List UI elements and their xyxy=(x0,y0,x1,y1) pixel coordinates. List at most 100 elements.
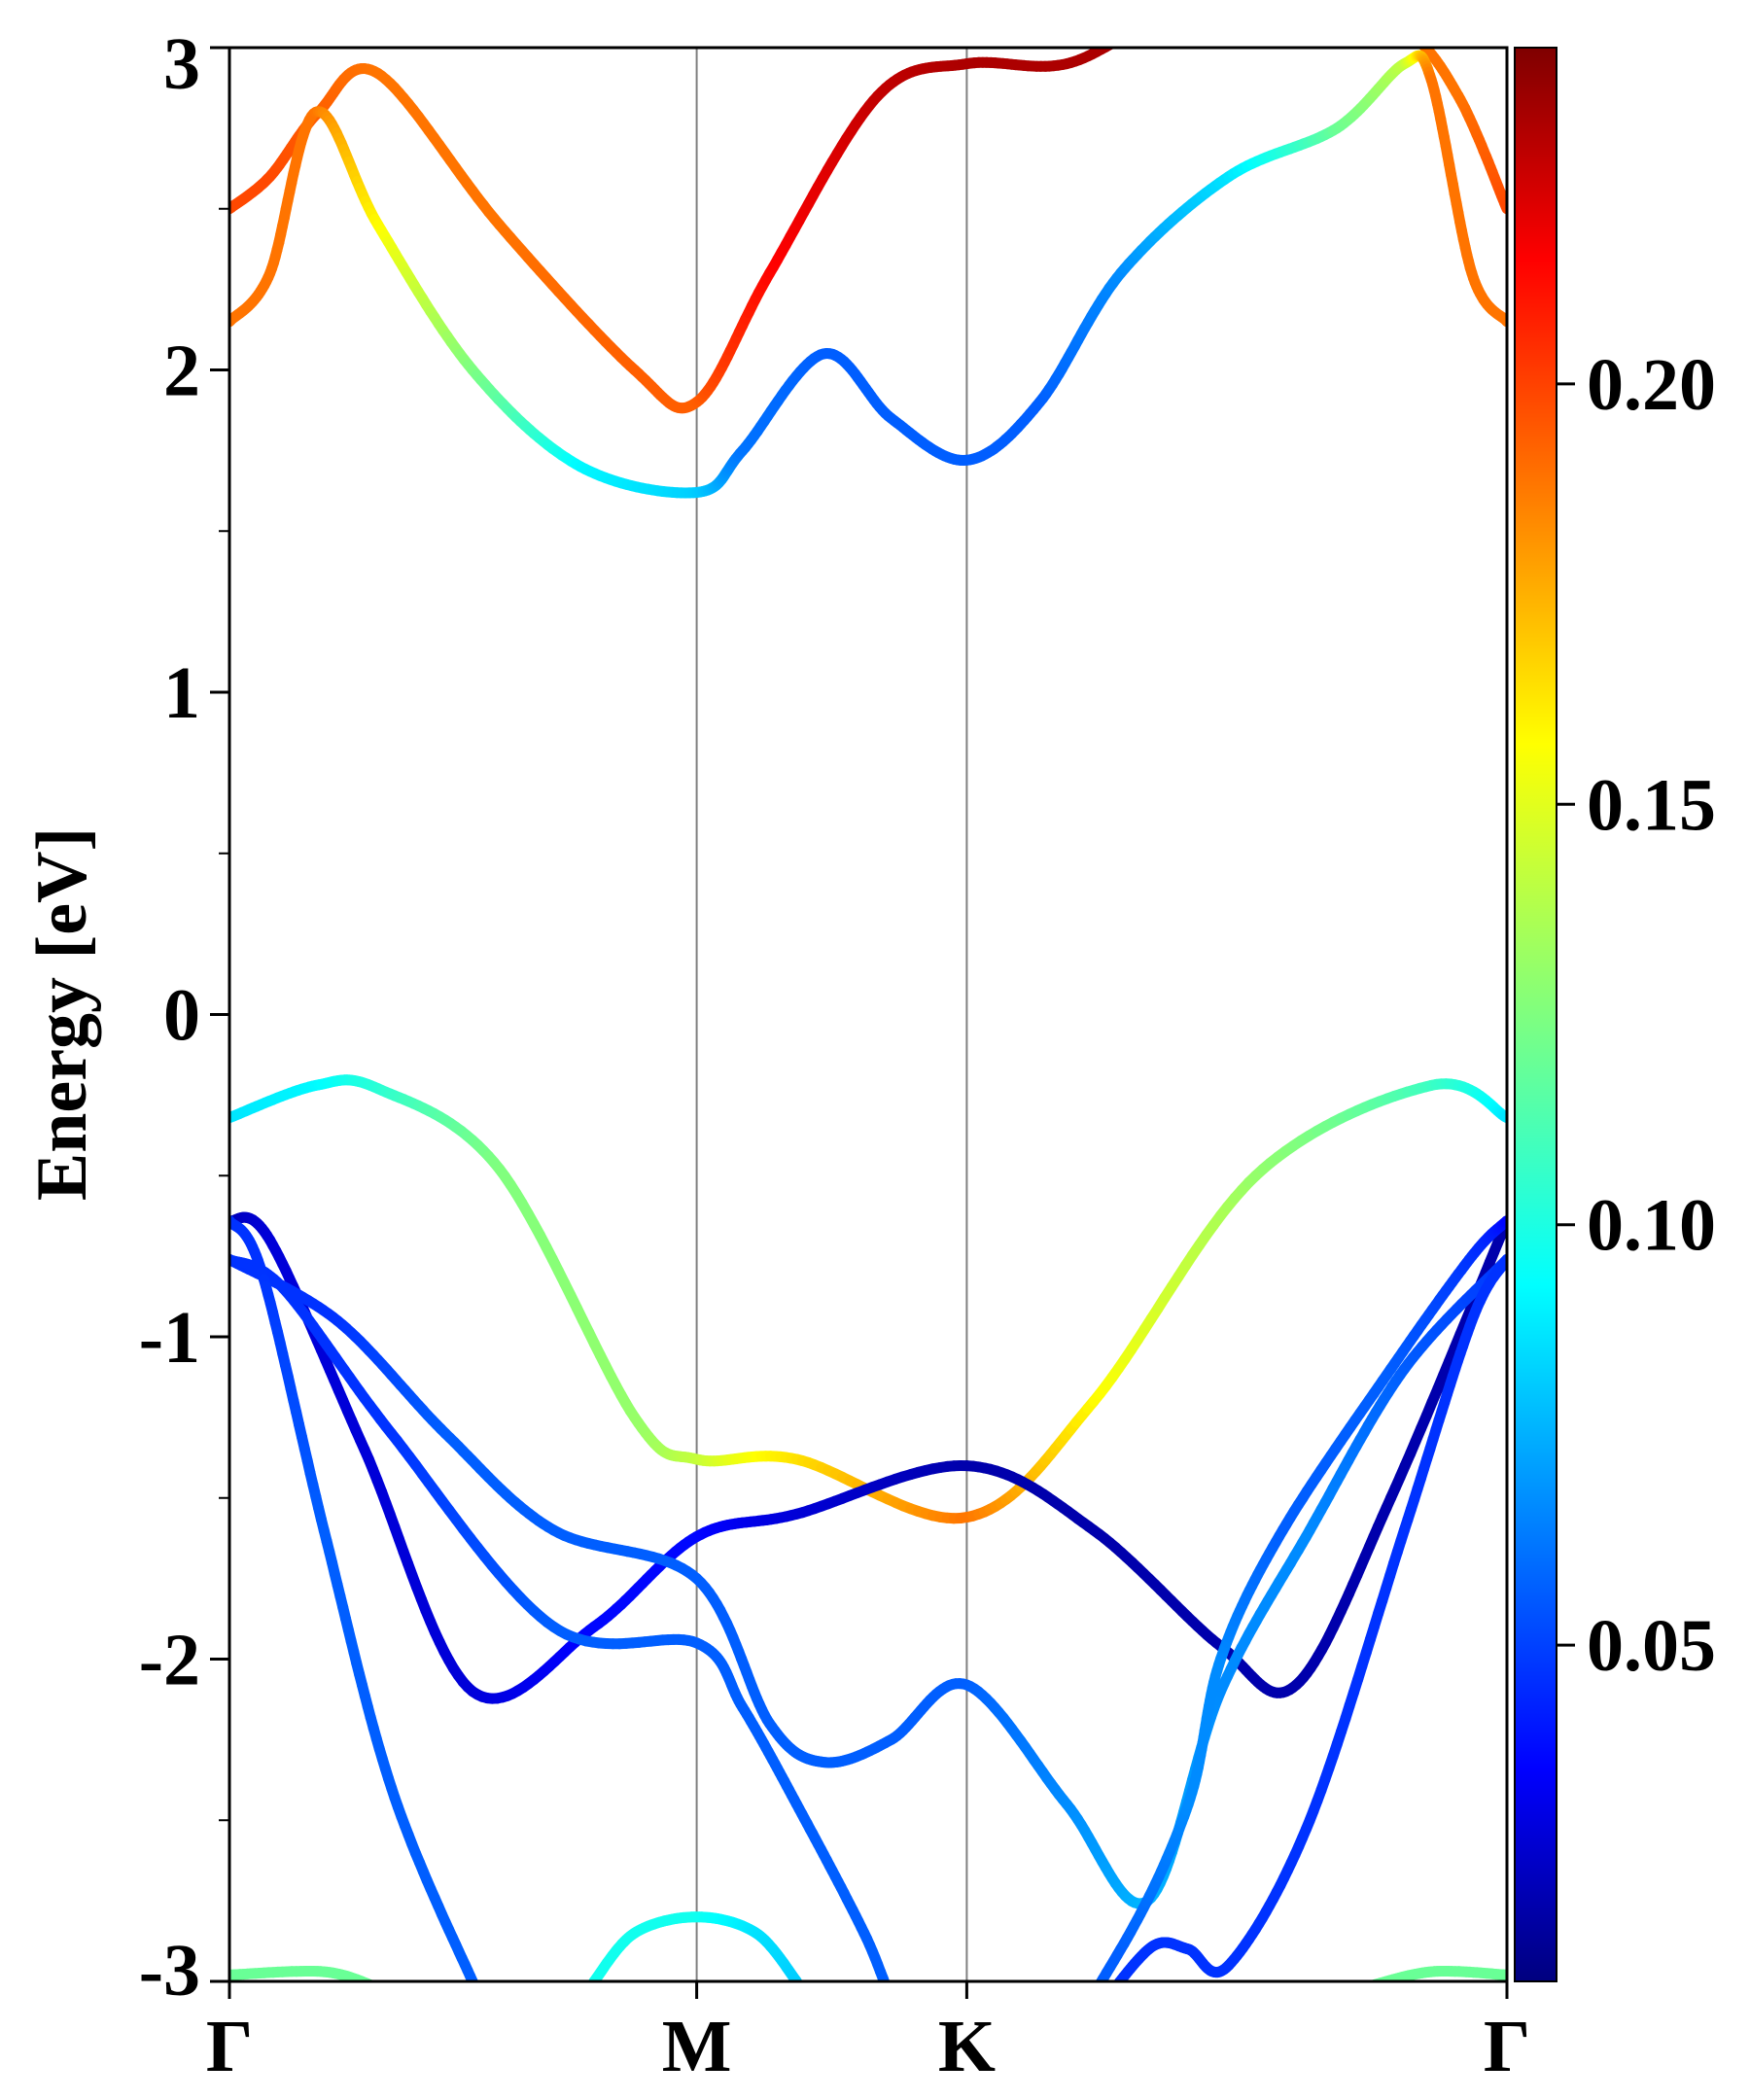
band-segment xyxy=(928,2075,931,2078)
band-segment xyxy=(922,2067,925,2071)
band-segment xyxy=(1384,23,1388,24)
band-segment xyxy=(954,2091,958,2092)
band-segment xyxy=(882,1979,890,1981)
band-segment xyxy=(916,2057,919,2062)
band-segment xyxy=(1391,26,1395,27)
band-segment xyxy=(484,2005,486,2008)
band-segment xyxy=(494,2021,495,2022)
band-segment xyxy=(1180,14,1185,15)
band-segment xyxy=(476,1991,478,1995)
band-line xyxy=(229,1215,1507,2095)
band-segment xyxy=(1358,19,1362,20)
band-segment xyxy=(1155,19,1160,21)
band-segment xyxy=(1051,2050,1055,2055)
band-segment xyxy=(965,2094,969,2095)
band-segment xyxy=(907,2040,910,2046)
band-segment xyxy=(1185,13,1191,14)
band-segment xyxy=(495,2022,496,2023)
band-segment xyxy=(499,2029,500,2030)
band-segment xyxy=(1165,17,1170,18)
y-tick-label: -3 xyxy=(139,1930,200,2012)
band-segment xyxy=(1071,2023,1075,2029)
band-segment xyxy=(1367,1980,1371,1981)
band-segment xyxy=(1141,25,1146,27)
band-segment xyxy=(1002,2089,1006,2091)
bands-group xyxy=(229,12,1507,2095)
band-segment xyxy=(1373,1978,1386,1981)
band-segment xyxy=(1418,48,1424,49)
band-segment xyxy=(1145,23,1150,25)
colorbar-tick-label: 0.05 xyxy=(1587,1605,1716,1687)
band-segment xyxy=(1160,18,1165,19)
band-segment xyxy=(1413,37,1416,39)
band-segment xyxy=(1022,2078,1026,2081)
band-segment xyxy=(1128,32,1133,35)
band-segment xyxy=(1108,1995,1109,1997)
band-segment xyxy=(919,2062,922,2067)
band-segment xyxy=(480,1999,482,2003)
band-segment xyxy=(488,2012,489,2014)
x-tick-label: Γ xyxy=(1484,2006,1530,2087)
band-segment xyxy=(1075,2016,1079,2022)
band-segment xyxy=(489,2014,490,2016)
band-segment xyxy=(1374,21,1378,22)
colorbar-tick-label: 0.20 xyxy=(1587,344,1716,426)
band-segment xyxy=(1418,48,1428,52)
band-segment xyxy=(1046,2055,1050,2060)
band-segment xyxy=(1063,2034,1067,2040)
band-segment xyxy=(1150,21,1155,23)
band-segment xyxy=(913,2051,916,2057)
band-segment xyxy=(1196,12,1202,13)
band-segment xyxy=(896,2013,899,2020)
band-segment xyxy=(1034,2068,1038,2072)
band-segment xyxy=(1096,1979,1102,1981)
band-segment xyxy=(994,2092,998,2093)
band-line xyxy=(1367,1966,1507,1981)
band-segment xyxy=(1404,31,1407,33)
y-tick-label: 3 xyxy=(163,23,200,105)
band-segment xyxy=(490,2016,491,2018)
band-segment xyxy=(1112,1989,1114,1991)
band-segment xyxy=(365,1978,375,1981)
band-segment xyxy=(1087,1998,1091,2004)
band-segment xyxy=(1362,19,1366,20)
band-segment xyxy=(372,1980,376,1981)
band-line xyxy=(229,1211,1507,1704)
band-segment xyxy=(926,2071,928,2075)
band-segment xyxy=(901,2027,904,2034)
band-line xyxy=(229,1215,500,2030)
y-tick-label: 1 xyxy=(163,652,200,734)
band-line xyxy=(1108,1253,1507,1997)
band-segment xyxy=(1018,2081,1022,2083)
band-segment xyxy=(1010,2085,1014,2087)
band-segment xyxy=(498,2027,499,2028)
y-axis-label: Energy [eV] xyxy=(22,827,102,1201)
band-segment xyxy=(495,2023,496,2024)
band-segment xyxy=(1111,1991,1113,1993)
band-segment xyxy=(478,1995,480,1999)
band-segment xyxy=(1027,2076,1031,2079)
band-segment xyxy=(1369,1978,1381,1981)
band-segment xyxy=(899,2020,902,2027)
band-segment xyxy=(1368,1979,1378,1981)
band-line xyxy=(588,1911,802,1981)
band-segment xyxy=(1401,30,1404,32)
band-line xyxy=(229,50,1507,499)
band-segment xyxy=(1366,20,1370,21)
x-tick-label: Γ xyxy=(206,2006,253,2087)
band-segment xyxy=(362,1978,374,1981)
y-tick-label: -1 xyxy=(139,1297,200,1379)
band-line xyxy=(229,12,1507,414)
band-segment xyxy=(889,1993,892,2000)
band-segment xyxy=(472,1980,477,1981)
band-segment xyxy=(986,2094,990,2095)
band-segment xyxy=(904,2034,907,2041)
band-segment xyxy=(998,2090,1001,2091)
band-segment xyxy=(485,2008,486,2011)
band-segment xyxy=(367,1979,376,1981)
band-segment xyxy=(1378,22,1382,23)
band-segment xyxy=(1132,30,1137,32)
band-segment xyxy=(1371,1978,1383,1981)
band-segment xyxy=(1174,15,1179,16)
